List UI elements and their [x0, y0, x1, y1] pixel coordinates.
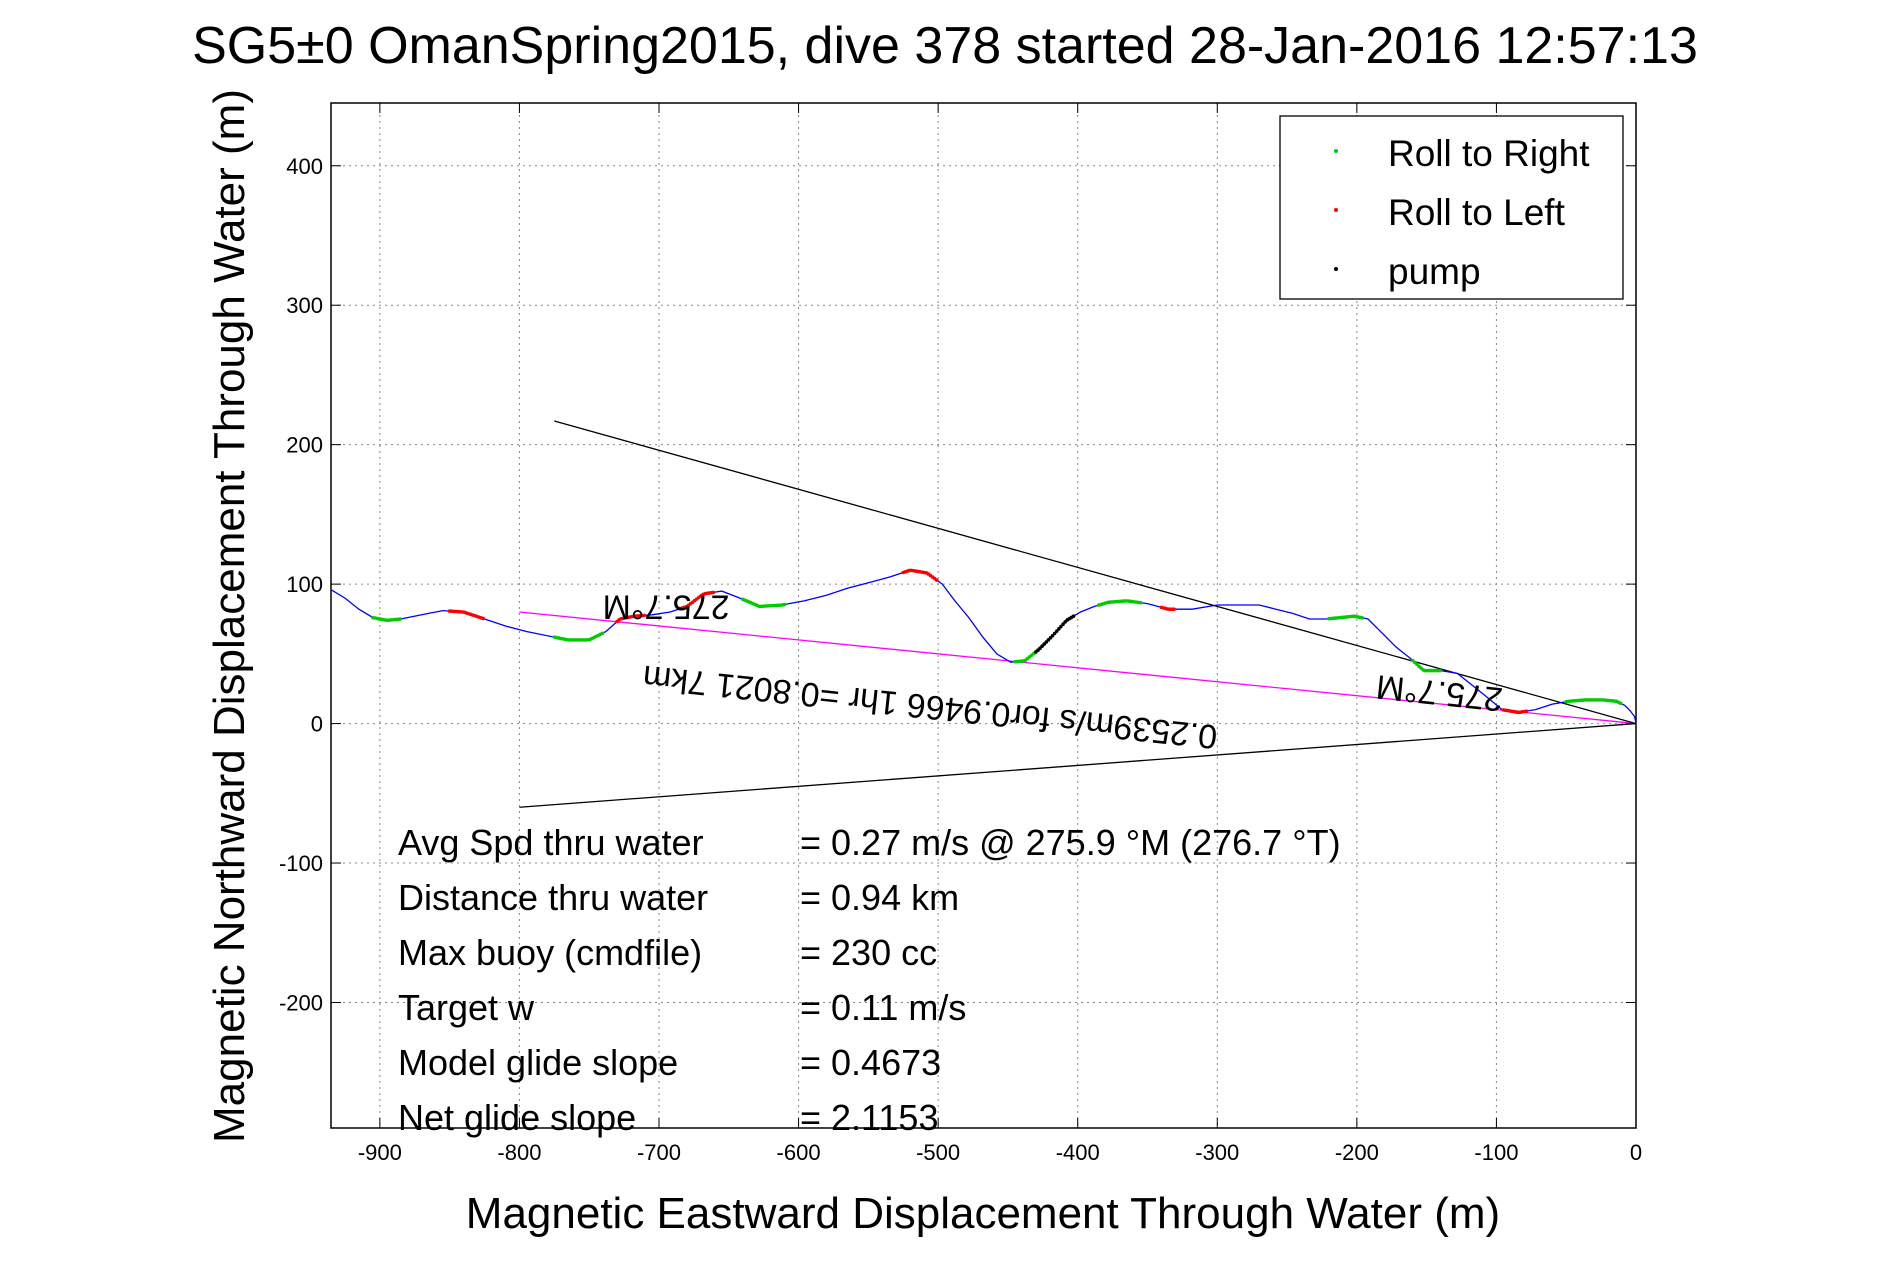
roll-right-marker: [600, 631, 605, 636]
stat-label: Net glide slope: [398, 1097, 636, 1138]
stat-label: Target w: [398, 987, 535, 1028]
roll-right-marker: [1360, 616, 1365, 620]
x-tick-label: -800: [497, 1140, 541, 1165]
roll-left-marker: [1524, 709, 1529, 713]
roll-right-marker: [1618, 701, 1623, 706]
legend-marker: [1334, 149, 1338, 153]
heading-annotation: 0.2539m/s for0.9466 1hr =0.8021 7km: [641, 658, 1219, 756]
roll-left-marker: [1172, 607, 1176, 612]
stat-value: = 0.94 km: [800, 877, 959, 918]
legend-label: pump: [1388, 251, 1481, 292]
legend-label: Roll to Left: [1388, 192, 1566, 233]
y-tick-label: 300: [286, 293, 323, 318]
stat-value: = 0.4673: [800, 1042, 941, 1083]
pump-marker: [1050, 633, 1055, 638]
legend-marker: [1334, 208, 1338, 212]
stat-value: = 230 cc: [800, 932, 937, 973]
heading-annotation: 275.7°M: [1374, 667, 1504, 718]
stat-label: Distance thru water: [398, 877, 708, 918]
y-tick-label: 400: [286, 154, 323, 179]
roll-left-marker: [711, 590, 716, 595]
pump-marker: [1061, 622, 1065, 627]
legend: Roll to Right Roll to Left pump: [1279, 115, 1624, 300]
line-lower-bound: [519, 722, 1637, 808]
stat-label: Avg Spd thru water: [398, 822, 704, 863]
stat-label: Max buoy (cmdfile): [398, 932, 702, 973]
chart-title: SG5±0 OmanSpring2015, dive 378 started 2…: [192, 17, 1698, 75]
legend-label: Roll to Right: [1388, 133, 1590, 174]
roll-left-marker: [934, 578, 939, 582]
stat-value: = 2.1153: [800, 1097, 938, 1138]
y-tick-label: 100: [286, 572, 323, 597]
state-markers: [371, 568, 1623, 715]
plot-frame: [330, 102, 1637, 1129]
x-tick-label: -700: [637, 1140, 681, 1165]
y-tick-labels: -200 -100 0 100 200 300 400: [279, 154, 323, 1016]
annotations: 275.7°M 275.7°M 0.2539m/s for0.9466 1hr =0…: [602, 587, 1504, 755]
y-tick-label: 200: [286, 433, 323, 458]
x-tick-label: -600: [777, 1140, 821, 1165]
x-tick-label: -400: [1056, 1140, 1100, 1165]
pump-marker: [1057, 627, 1061, 631]
line-projected-course: [519, 611, 1637, 725]
roll-left-marker: [642, 613, 647, 618]
roll-right-marker: [398, 617, 402, 621]
stats-block: Avg Spd thru water = 0.27 m/s @ 275.9 °M …: [398, 822, 1341, 1138]
x-tick-label: -500: [916, 1140, 960, 1165]
roll-right-marker: [1138, 600, 1143, 605]
x-tick-label: -100: [1474, 1140, 1518, 1165]
x-tick-label: 0: [1630, 1140, 1642, 1165]
tick-marks: [331, 103, 1637, 1128]
pump-marker: [1052, 631, 1057, 636]
x-tick-labels: -900 -800 -700 -600 -500 -400 -300 -200 -100 0: [358, 1140, 1642, 1165]
roll-right-marker: [1438, 668, 1442, 673]
y-tick-label: 0: [311, 712, 323, 737]
x-axis-title: Magnetic Eastward Displacement Through W…: [466, 1189, 1500, 1238]
x-tick-label: -300: [1195, 1140, 1239, 1165]
roll-right-marker: [782, 602, 787, 607]
x-tick-label: -900: [358, 1140, 402, 1165]
x-tick-label: -200: [1335, 1140, 1379, 1165]
y-axis-title: Magnetic Northward Displacement Through …: [205, 89, 254, 1143]
stat-value: = 0.11 m/s: [800, 987, 966, 1028]
stat-value: = 0.27 m/s @ 275.9 °M (276.7 °T): [800, 822, 1341, 863]
stat-label: Model glide slope: [398, 1042, 678, 1083]
pump-marker: [1054, 629, 1059, 633]
legend-marker: [1334, 267, 1338, 271]
heading-annotation: 275.7°M: [602, 587, 729, 625]
roll-left-marker: [481, 616, 485, 621]
y-tick-label: -200: [279, 990, 323, 1015]
pump-marker: [1071, 614, 1076, 618]
y-tick-label: -100: [279, 851, 323, 876]
pump-marker: [1059, 624, 1063, 629]
